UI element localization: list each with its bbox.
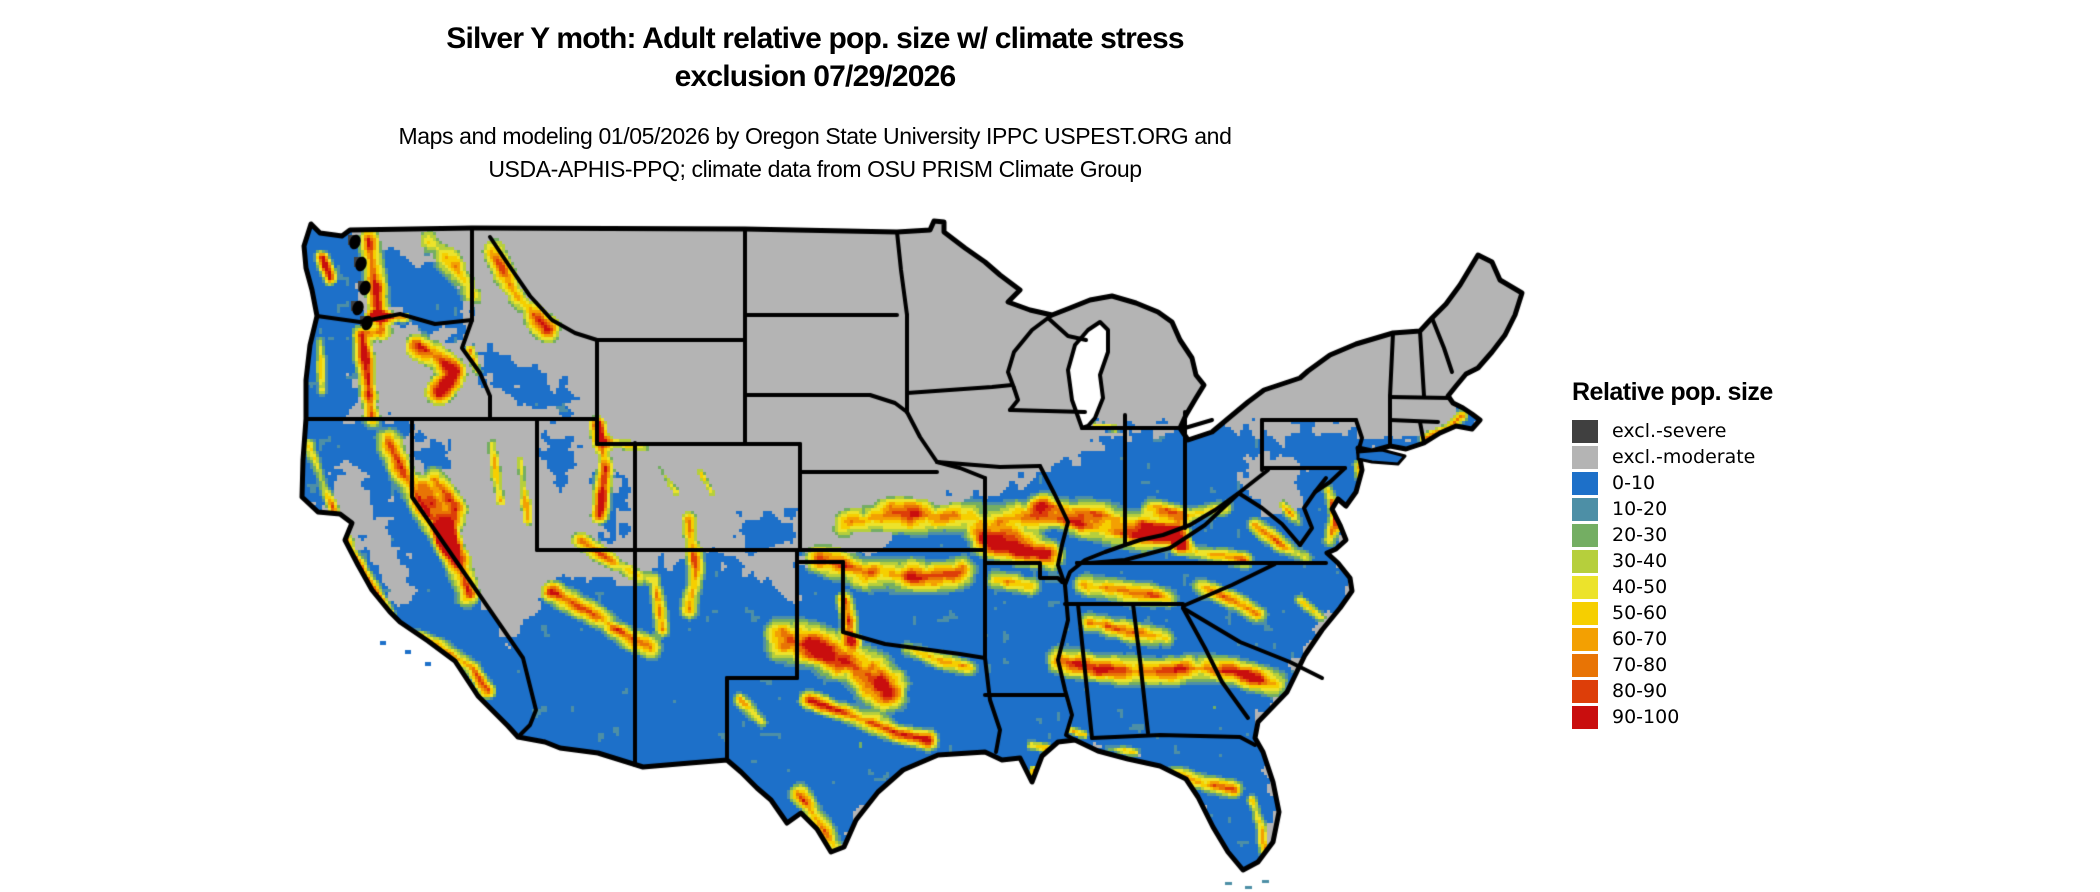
legend-item: 10-20 xyxy=(1572,496,1773,522)
legend-swatch xyxy=(1572,679,1598,703)
legend-swatch xyxy=(1572,601,1598,625)
legend-label: 60-70 xyxy=(1612,628,1668,650)
legend: Relative pop. size excl.-severe excl.-mod… xyxy=(1572,378,1773,730)
legend-swatch xyxy=(1572,627,1598,651)
legend-item: excl.-moderate xyxy=(1572,444,1773,470)
map-subtitle-line1: Maps and modeling 01/05/2026 by Oregon S… xyxy=(398,123,1232,149)
legend-label: excl.-severe xyxy=(1612,420,1727,442)
legend-label: 40-50 xyxy=(1612,576,1668,598)
legend-item: 40-50 xyxy=(1572,574,1773,600)
map-subtitle-line2: USDA-APHIS-PPQ; climate data from OSU PR… xyxy=(488,156,1142,182)
legend-swatch xyxy=(1572,471,1598,495)
legend-item: 0-10 xyxy=(1572,470,1773,496)
map-title: Silver Y moth: Adult relative pop. size … xyxy=(0,20,1630,96)
legend-swatch xyxy=(1572,549,1598,573)
legend-swatch xyxy=(1572,445,1598,469)
legend-swatch xyxy=(1572,653,1598,677)
legend-item: 90-100 xyxy=(1572,704,1773,730)
legend-swatch xyxy=(1572,419,1598,443)
legend-item: 70-80 xyxy=(1572,652,1773,678)
legend-label: 80-90 xyxy=(1612,680,1668,702)
legend-item: 60-70 xyxy=(1572,626,1773,652)
legend-label: 50-60 xyxy=(1612,602,1668,624)
legend-item: 50-60 xyxy=(1572,600,1773,626)
legend-item: excl.-severe xyxy=(1572,418,1773,444)
legend-label: 0-10 xyxy=(1612,472,1656,494)
legend-label: 90-100 xyxy=(1612,706,1680,728)
map-title-line1: Silver Y moth: Adult relative pop. size … xyxy=(446,22,1184,55)
legend-label: 30-40 xyxy=(1612,550,1668,572)
legend-label: 20-30 xyxy=(1612,524,1668,546)
map-subtitle: Maps and modeling 01/05/2026 by Oregon S… xyxy=(0,120,1630,186)
legend-label: 10-20 xyxy=(1612,498,1668,520)
legend-swatch xyxy=(1572,497,1598,521)
legend-item: 30-40 xyxy=(1572,548,1773,574)
legend-items: excl.-severe excl.-moderate 0-10 10-20 20-30… xyxy=(1572,418,1773,730)
legend-swatch xyxy=(1572,523,1598,547)
legend-label: 70-80 xyxy=(1612,654,1668,676)
map-title-line2: exclusion 07/29/2026 xyxy=(674,60,957,93)
legend-title: Relative pop. size xyxy=(1572,378,1773,406)
legend-swatch xyxy=(1572,575,1598,599)
legend-swatch xyxy=(1572,705,1598,729)
legend-item: 20-30 xyxy=(1572,522,1773,548)
legend-item: 80-90 xyxy=(1572,678,1773,704)
legend-label: excl.-moderate xyxy=(1612,446,1756,468)
